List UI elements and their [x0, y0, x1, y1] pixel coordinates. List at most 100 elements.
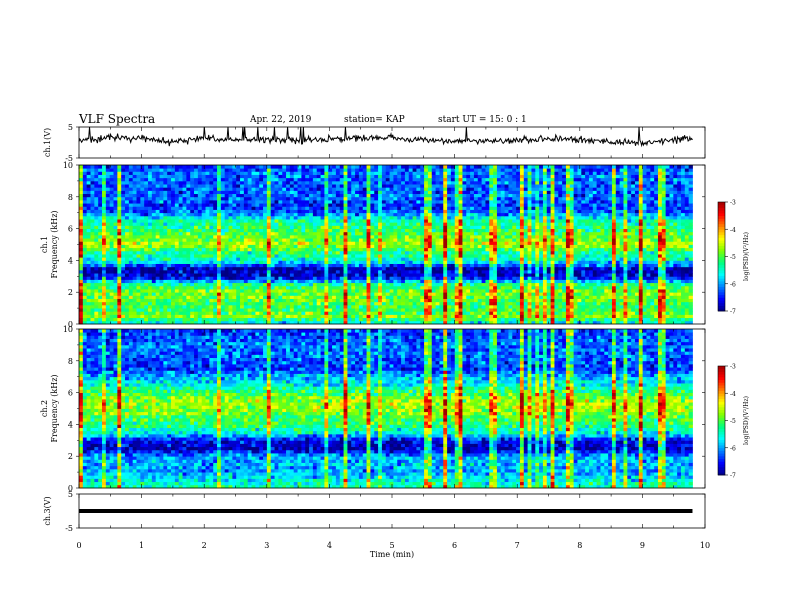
spectrogram-cell — [270, 263, 275, 268]
spectrogram-cell — [362, 289, 367, 293]
spectrogram-cell — [255, 244, 260, 249]
spectrogram-cell — [516, 295, 521, 299]
spectrogram-cell — [677, 250, 682, 255]
spectrogram-cell — [86, 295, 91, 299]
spectrogram-cell — [554, 289, 559, 293]
spectrogram-cell — [439, 266, 444, 271]
spectrogram-cell — [631, 276, 636, 280]
spectrogram-cell — [638, 273, 644, 277]
spectrogram-cell — [401, 317, 406, 322]
spectrogram-cell — [128, 282, 134, 287]
spectrogram-cell — [458, 289, 463, 293]
spectrogram-cell — [255, 276, 260, 280]
spectrogram-cell — [351, 311, 356, 315]
spectrogram-cell — [236, 260, 241, 264]
spectrogram-cell — [125, 320, 130, 325]
spectrogram-cell — [642, 285, 647, 290]
spectrogram-cell — [132, 311, 137, 315]
spectrogram-cell — [278, 263, 283, 268]
spectrogram-cell — [634, 279, 640, 284]
spectrogram-cell — [385, 238, 390, 242]
spectrogram-cell — [113, 311, 118, 315]
spectrogram-cell — [251, 263, 256, 268]
spectrogram-cell — [293, 314, 298, 319]
spectrogram-cell — [573, 314, 578, 319]
spectrogram-cell — [163, 285, 168, 290]
spectrogram-cell — [661, 228, 667, 233]
spectrogram-cell — [94, 222, 99, 226]
spectrogram-cell — [343, 244, 348, 249]
spectrogram-cell — [335, 269, 341, 274]
spectrogram-cell — [121, 231, 126, 236]
spectrogram-cell — [209, 311, 214, 315]
spectrogram-cell — [650, 279, 655, 284]
spectrogram-cell — [489, 304, 494, 309]
spectrogram-cell — [661, 247, 667, 252]
spectrogram-cell — [312, 301, 318, 306]
spectrogram-cell — [634, 269, 640, 274]
spectrogram-cell — [581, 228, 586, 233]
spectrogram-cell — [374, 225, 379, 229]
spectrogram-cell — [542, 260, 548, 264]
spectrogram-cell — [378, 282, 383, 287]
spectrogram-cell — [328, 250, 333, 255]
spectrogram-cell — [684, 279, 690, 284]
spectrogram-cell — [182, 269, 187, 274]
spectrogram-cell — [144, 231, 149, 236]
spectrogram-cell — [247, 285, 252, 290]
spectrogram-cell — [320, 269, 325, 274]
spectrogram-cell — [608, 228, 613, 233]
spectrogram-cell — [627, 231, 632, 236]
spectrogram-cell — [301, 238, 306, 242]
spectrogram-cell — [550, 295, 555, 299]
spectrogram-cell — [132, 289, 137, 293]
spectrogram-cell — [247, 311, 252, 315]
spectrogram-cell — [427, 311, 433, 315]
spectrogram-cell — [82, 279, 88, 284]
spectrogram-cell — [217, 298, 222, 303]
spectrogram-cell — [362, 298, 367, 303]
spectrogram-cell — [351, 263, 356, 268]
spectrogram-cell — [347, 263, 352, 268]
spectrogram-cell — [550, 279, 555, 284]
spectrogram-cell — [293, 282, 298, 287]
spectrogram-cell — [546, 279, 552, 284]
spectrogram-cell — [178, 231, 183, 236]
spectrogram-cell — [454, 231, 459, 236]
spectrogram-cell — [393, 225, 398, 229]
spectrogram-cell — [282, 317, 287, 322]
spectrogram-cell — [596, 295, 601, 299]
spectrogram-cell — [661, 320, 667, 325]
spectrogram-cell — [466, 295, 471, 299]
spectrogram-cell — [523, 276, 528, 280]
spectrogram-cell — [82, 285, 88, 290]
spectrogram-cell — [136, 222, 141, 226]
spectrogram-cell — [512, 228, 517, 233]
spectrogram-cell — [470, 231, 475, 236]
spectrogram-cell — [293, 285, 298, 290]
spectrogram-cell — [113, 247, 118, 252]
spectrogram-cell — [592, 238, 598, 242]
spectrogram-cell — [374, 247, 379, 252]
spectrogram-cell — [144, 314, 149, 319]
spectrogram-cell — [401, 225, 406, 229]
spectrogram-cell — [98, 260, 103, 264]
spectrogram-cell — [232, 292, 237, 296]
spectrogram-cell — [531, 298, 536, 303]
spectrogram-cell — [163, 228, 168, 233]
spectrogram-cell — [86, 308, 91, 312]
spectrogram-cell — [282, 257, 287, 261]
spectrogram-cell — [416, 279, 421, 284]
spectrogram-cell — [454, 238, 459, 242]
spectrogram-cell — [661, 250, 667, 255]
spectrogram-cell — [611, 254, 617, 258]
spectrogram-cell — [182, 260, 187, 264]
spectrogram-cell — [500, 314, 505, 319]
spectrogram-cell — [450, 247, 456, 252]
spectrogram-cell — [128, 260, 134, 264]
spectrogram-cell — [186, 320, 191, 325]
spectrogram-cell — [136, 266, 141, 271]
spectrogram-cell — [266, 314, 272, 319]
spectrogram-cell — [657, 320, 663, 325]
spectrogram-cell — [688, 285, 693, 290]
